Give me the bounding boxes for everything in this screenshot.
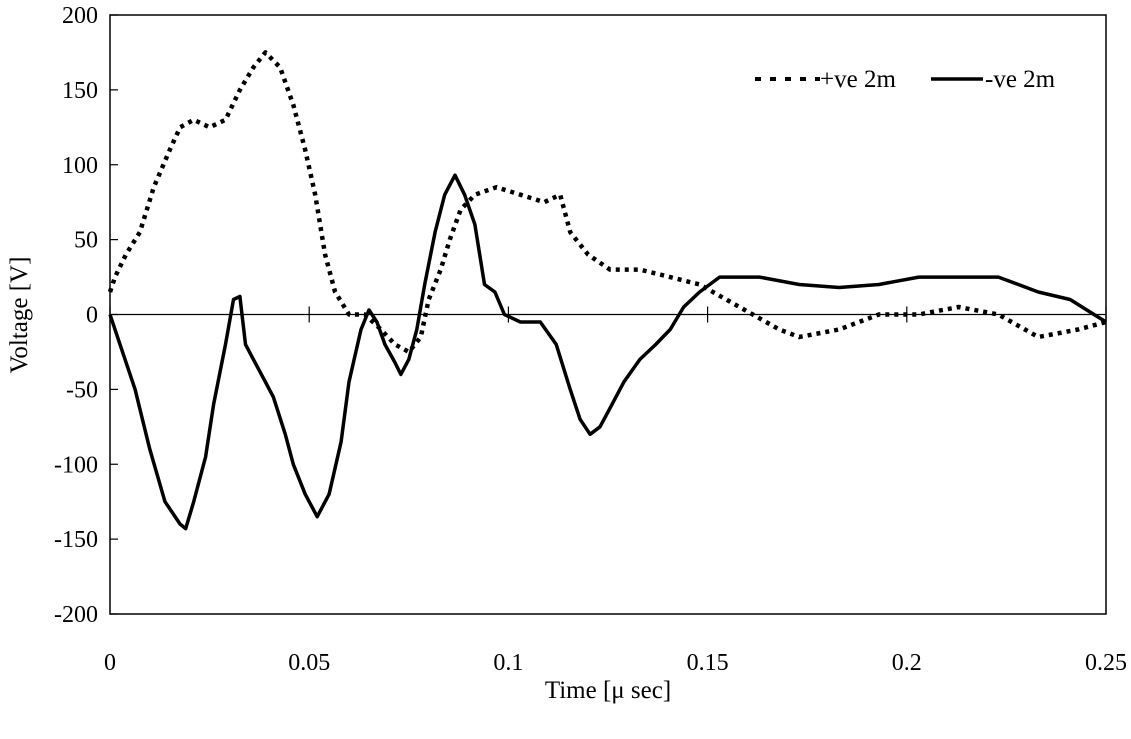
x-tick-label: 0 — [104, 650, 116, 676]
y-axis-title: Voltage [V] — [6, 257, 33, 374]
x-tick-label: 0.15 — [687, 650, 729, 676]
series-line-neg-2m — [108, 173, 1107, 531]
y-axis-ticks: -200 -150 -100 -50 0 50 100 150 200 — [54, 3, 118, 628]
y-tick-label: -50 — [66, 377, 98, 403]
x-tick-label: 0.25 — [1085, 650, 1127, 676]
y-tick-label: -200 — [54, 602, 98, 628]
x-tick-label: 0.2 — [892, 650, 922, 676]
series-group — [107, 50, 1107, 531]
x-axis-ticks: 0 0.05 0.1 0.15 0.2 0.25 — [104, 306, 1127, 676]
y-tick-label: -150 — [54, 527, 98, 553]
x-tick-label: 0.05 — [288, 650, 330, 676]
y-tick-label: 50 — [74, 228, 98, 254]
y-tick-label: -100 — [54, 452, 98, 478]
x-tick-label: 0.1 — [493, 650, 523, 676]
legend-label-neg: -ve 2m — [985, 66, 1056, 93]
legend: +ve 2m -ve 2m — [755, 66, 1056, 93]
y-tick-label: 100 — [62, 153, 98, 179]
legend-label-pos: +ve 2m — [820, 66, 896, 93]
y-tick-label: 150 — [62, 78, 98, 104]
y-tick-label: 200 — [62, 3, 98, 29]
y-tick-label: 0 — [86, 303, 98, 329]
x-axis-title: Time [μ sec] — [545, 677, 671, 704]
series-line-pos-2m — [107, 50, 1107, 355]
